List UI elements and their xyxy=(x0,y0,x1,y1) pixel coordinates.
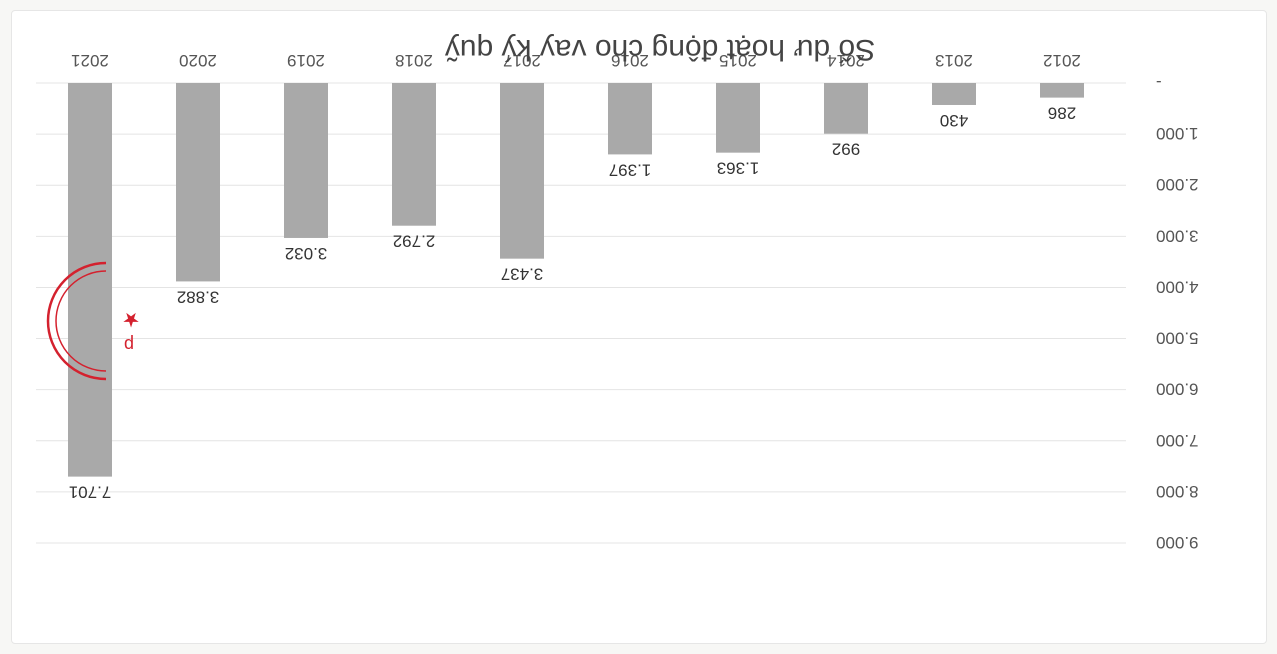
bar-2012 xyxy=(1040,83,1084,98)
data-labels: 286 430 992 1.363 1.397 3.437 2.792 3.032 3.882 7… xyxy=(69,104,1076,502)
bar-2018 xyxy=(392,83,436,226)
y-tick-label: - xyxy=(1156,73,1162,92)
x-tick-label: 2016 xyxy=(611,51,649,70)
y-tick-label: 8.000 xyxy=(1156,482,1199,501)
y-axis-ticks: - 1.000 2.000 3.000 4.000 5.000 6.000 7.000 8.00… xyxy=(1156,73,1199,552)
bar-2017 xyxy=(500,83,544,259)
bar-2014 xyxy=(824,83,868,134)
data-label-2016: 1.397 xyxy=(609,160,652,179)
stamp-letter: p xyxy=(124,335,134,355)
y-tick-label: 3.000 xyxy=(1156,226,1199,245)
data-label-2020: 3.882 xyxy=(177,287,220,306)
bars xyxy=(68,83,1084,477)
data-label-2013: 430 xyxy=(940,111,968,130)
y-tick-label: 2.000 xyxy=(1156,175,1199,194)
y-tick-label: 7.000 xyxy=(1156,431,1199,450)
data-label-2018: 2.792 xyxy=(393,232,436,251)
chart-card: 286 430 992 1.363 1.397 3.437 2.792 3.032 3.882 7… xyxy=(11,10,1267,644)
bar-2015 xyxy=(716,83,760,153)
y-tick-label: 6.000 xyxy=(1156,380,1199,399)
red-seal-stamp: ★ p xyxy=(46,261,140,381)
y-tick-label: 9.000 xyxy=(1156,533,1199,552)
data-label-2021: 7.701 xyxy=(69,483,112,502)
bar-2013 xyxy=(932,83,976,105)
x-tick-label: 2021 xyxy=(71,51,109,70)
bar-2020 xyxy=(176,83,220,282)
chart-svg: 286 430 992 1.363 1.397 3.437 2.792 3.032 3.882 7… xyxy=(36,33,1199,552)
y-tick-label: 5.000 xyxy=(1156,329,1199,348)
chart-title: Số dư hoạt động cho vay ký quỹ xyxy=(445,33,875,66)
x-tick-label: 2013 xyxy=(935,51,973,70)
bar-2019 xyxy=(284,83,328,238)
x-tick-label: 2020 xyxy=(179,51,217,70)
bar-2016 xyxy=(608,83,652,155)
svg-text:★: ★ xyxy=(122,308,140,330)
x-tick-label: 2014 xyxy=(827,51,865,70)
y-tick-label: 1.000 xyxy=(1156,124,1199,143)
x-tick-label: 2015 xyxy=(719,51,757,70)
x-tick-label: 2012 xyxy=(1043,51,1081,70)
data-label-2012: 286 xyxy=(1048,104,1076,123)
data-label-2019: 3.032 xyxy=(285,244,328,263)
data-label-2017: 3.437 xyxy=(501,265,544,284)
bar-2021 xyxy=(68,83,112,477)
x-tick-label: 2019 xyxy=(287,51,325,70)
x-tick-label: 2017 xyxy=(503,51,541,70)
data-label-2015: 1.363 xyxy=(717,159,760,178)
data-label-2014: 992 xyxy=(832,140,860,159)
x-tick-label: 2018 xyxy=(395,51,433,70)
x-axis-ticks: 2012 2013 2014 2015 2016 2017 2018 2019 2020 2021 xyxy=(71,51,1081,70)
y-tick-label: 4.000 xyxy=(1156,277,1199,296)
gridlines xyxy=(36,82,1126,544)
